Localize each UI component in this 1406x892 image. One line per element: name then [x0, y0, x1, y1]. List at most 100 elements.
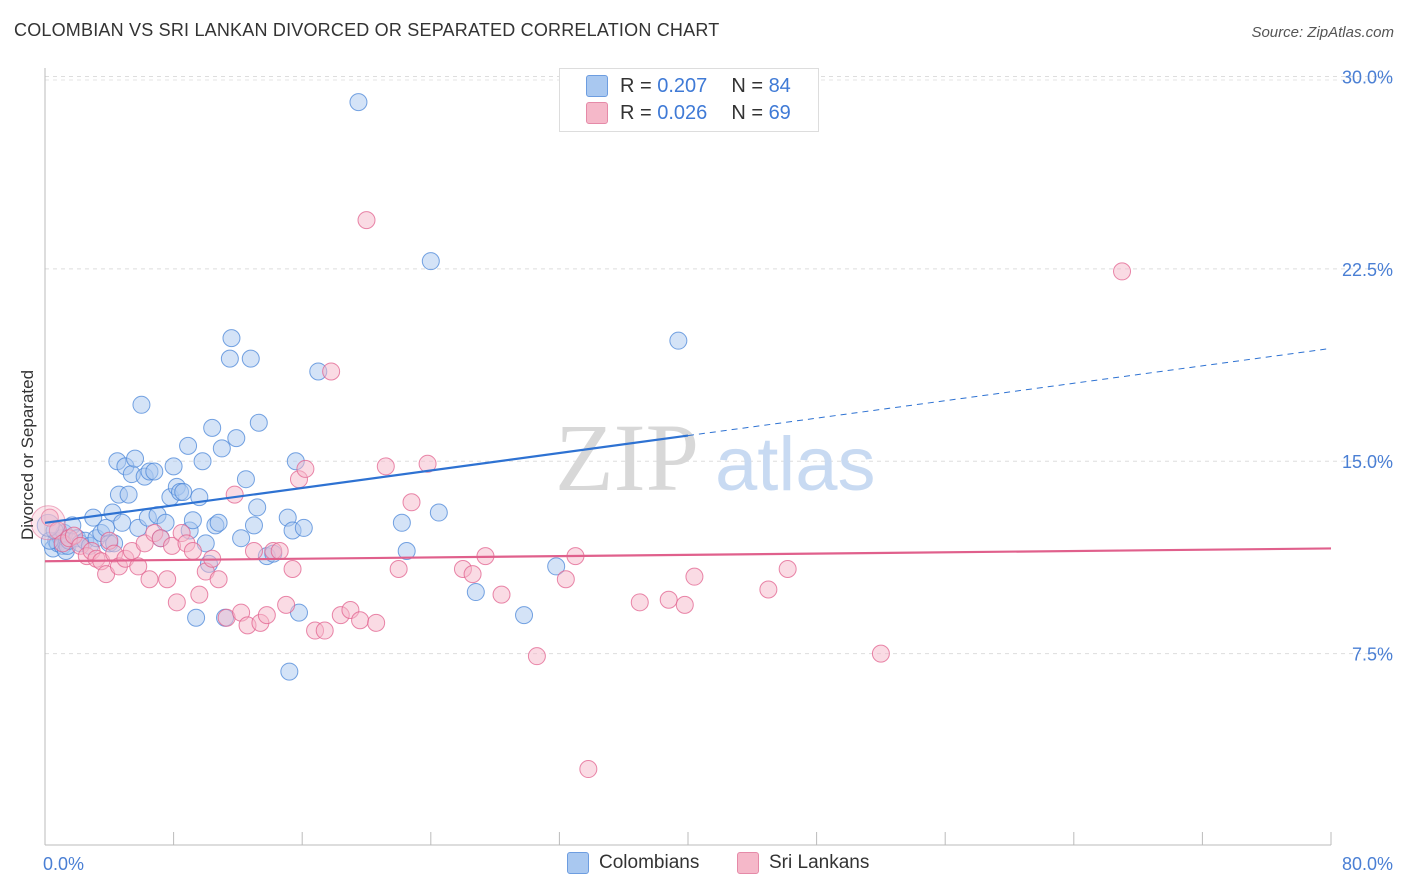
legend-swatch-colombians [586, 75, 608, 97]
colombians-point [392, 513, 411, 532]
legend-n-value: 69 [768, 101, 791, 124]
x-tick-label: 0.0% [43, 854, 84, 874]
axes [44, 68, 1332, 846]
watermark-zip: ZIP [555, 404, 699, 511]
sri-lankans-point [244, 542, 263, 561]
colombians-point [132, 395, 151, 414]
sri-lankans-trend-line [44, 547, 1332, 563]
x-tick-labels: 0.0% 80.0% [43, 854, 1393, 874]
colombians-point [669, 331, 688, 350]
sri-lankans-point [129, 557, 148, 576]
colombians-point [429, 503, 448, 522]
colombians-point [193, 452, 212, 471]
sri-lankans-point [376, 457, 395, 476]
colombians-point [466, 583, 485, 602]
sri-lankans-point [759, 580, 778, 599]
series-label-sri-lankans: Sri Lankans [769, 852, 870, 873]
sri-lankans-point [527, 647, 546, 666]
series-legend-sri-lankans: Sri Lankans [737, 852, 869, 874]
y-tick-label: 15.0% [1342, 452, 1393, 472]
colombians-point [145, 462, 164, 481]
colombians-point [220, 349, 239, 368]
sri-lankans-point [675, 595, 694, 614]
colombians-points [36, 93, 688, 681]
watermark: ZIP atlas [555, 404, 876, 511]
source-label: Source: ZipAtlas.com [1251, 24, 1394, 41]
sri-lankans-point [463, 565, 482, 584]
series-legend-colombians: Colombians [567, 852, 699, 874]
sri-lankans-point [389, 559, 408, 578]
colombians-point [119, 485, 138, 504]
sri-lankans-point [283, 559, 302, 578]
colombians-point [174, 483, 193, 502]
legend-swatch-sri-lankans [586, 102, 608, 124]
colombians-point [244, 516, 263, 535]
legend-r-value: 0.207 [657, 74, 708, 97]
colombians-trend-line [44, 434, 689, 524]
legend-r-label: R = [620, 101, 658, 124]
sri-lankans-point [492, 585, 511, 604]
sri-lankans-point [190, 585, 209, 604]
colombians-point [187, 608, 206, 627]
legend-n-value: 84 [768, 74, 791, 97]
colombians-point [241, 349, 260, 368]
sri-lankans-point [209, 570, 228, 589]
sri-lankans-point [630, 593, 649, 612]
y-tick-label: 30.0% [1342, 67, 1393, 87]
chart-title: COLOMBIAN VS SRI LANKAN DIVORCED OR SEPA… [14, 20, 720, 40]
sri-lankans-point [140, 570, 159, 589]
series-label-colombians: Colombians [599, 852, 700, 873]
sri-lankans-point [277, 595, 296, 614]
colombians-point [280, 662, 299, 681]
sri-lankans-point [685, 567, 704, 586]
sri-lankans-point [659, 590, 678, 609]
y-tick-label: 22.5% [1342, 260, 1393, 280]
sri-lankans-point [418, 454, 437, 473]
sri-lankans-point [357, 211, 376, 230]
sri-lankans-point [225, 485, 244, 504]
sri-lankans-point [579, 760, 598, 779]
trend-lines [44, 347, 1332, 563]
sri-lankans-point [183, 542, 202, 561]
sri-lankans-point [322, 362, 341, 381]
sri-lankans-point [556, 570, 575, 589]
sri-lankans-points [30, 211, 1132, 779]
y-tick-label: 7.5% [1352, 645, 1393, 665]
sri-lankans-point [871, 644, 890, 663]
sri-lankans-point [296, 459, 315, 478]
sri-lankans-point [158, 570, 177, 589]
sri-lankans-point [351, 611, 370, 630]
colombians-point [179, 436, 198, 455]
colombians-point [126, 449, 145, 468]
colombians-point [209, 513, 228, 532]
sri-lankans-point [315, 621, 334, 640]
legend-n-label: N = [731, 74, 769, 97]
sri-lankans-point [270, 542, 289, 561]
colombians-point [164, 457, 183, 476]
series-swatch-sri-lankans [737, 852, 759, 874]
colombians-trend-extension [687, 347, 1332, 437]
sri-lankans-point [167, 593, 186, 612]
legend-r-value: 0.026 [657, 101, 708, 124]
series-legend: Colombians Sri Lankans [0, 852, 1406, 878]
legend-row-colombians: R = 0.207 N = 84 [586, 73, 791, 99]
colombians-point [203, 418, 222, 437]
series-swatch-colombians [567, 852, 589, 874]
stats-legend: R = 0.207 N = 84 R = 0.026 N = 69 [559, 68, 819, 132]
y-tick-labels: 7.5% 15.0% 22.5% 30.0% [1342, 67, 1393, 664]
x-tick-label: 80.0% [1342, 854, 1393, 874]
colombians-point [222, 329, 241, 348]
colombians-point [232, 529, 251, 548]
sri-lankans-point [778, 559, 797, 578]
colombians-point [183, 511, 202, 530]
sri-lankans-point [1113, 262, 1132, 281]
sri-lankans-point [367, 613, 386, 632]
colombians-point [547, 557, 566, 576]
legend-r-label: R = [620, 74, 658, 97]
colombians-point [397, 542, 416, 561]
legend-row-sri-lankans: R = 0.026 N = 69 [586, 100, 791, 126]
y-axis-label: Divorced or Separated [18, 370, 37, 540]
colombians-point [515, 606, 534, 625]
colombians-point [236, 470, 255, 489]
